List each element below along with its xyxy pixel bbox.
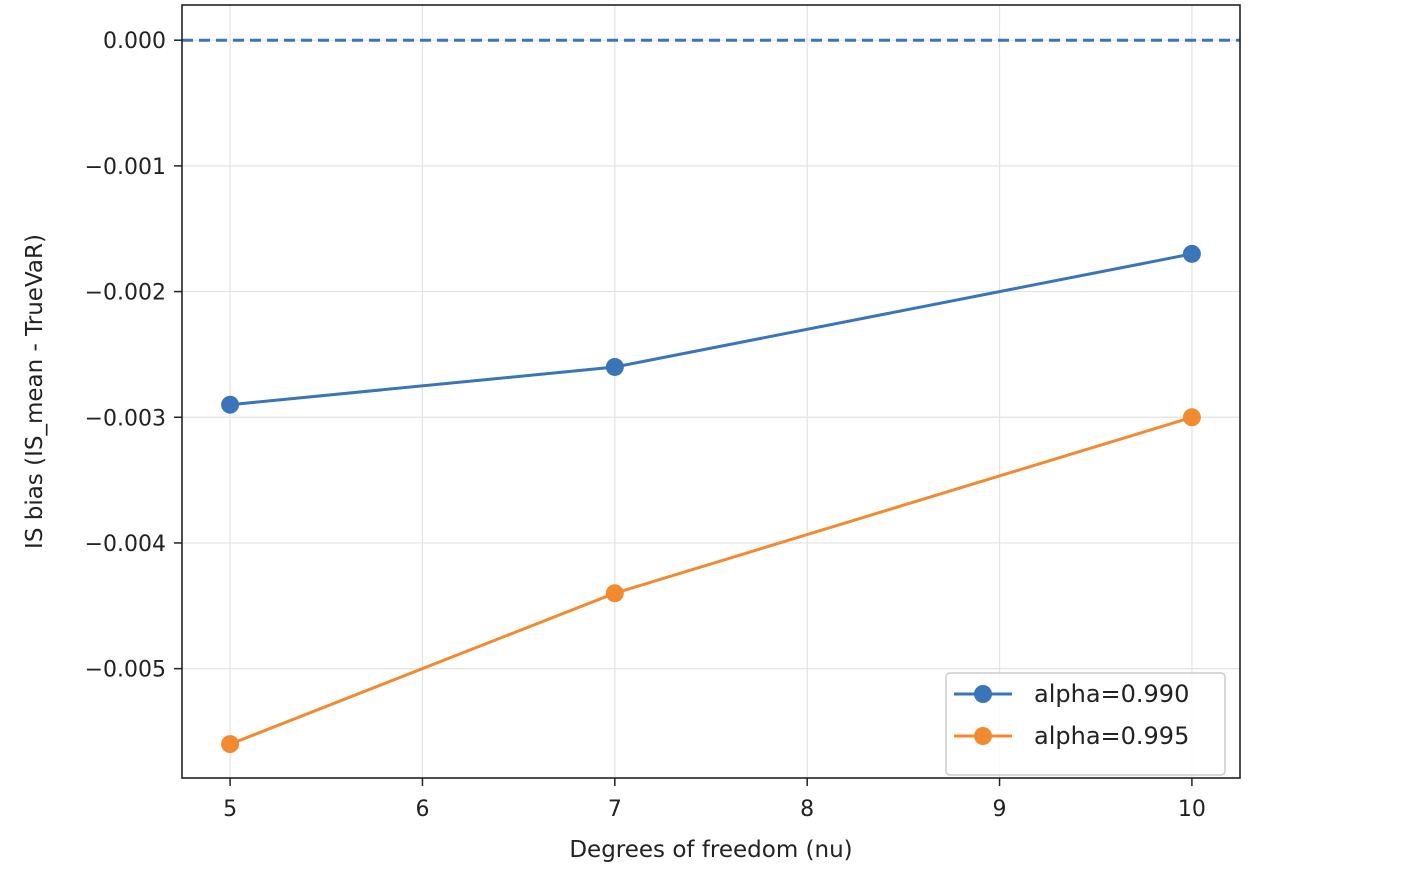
- y-tick-label: 0.000: [103, 29, 166, 54]
- x-tick-label: 9: [993, 797, 1007, 822]
- x-tick-label: 10: [1178, 797, 1206, 822]
- legend-label: alpha=0.990: [1034, 680, 1189, 708]
- y-tick-label: −0.001: [85, 155, 166, 180]
- y-tick-label: −0.003: [85, 406, 166, 431]
- series-2-point: [221, 735, 240, 754]
- x-tick-label: 8: [800, 797, 814, 822]
- y-axis-label: IS bias (IS_mean - TrueVaR): [22, 234, 48, 549]
- series-2-point: [1182, 408, 1201, 427]
- legend-label: alpha=0.995: [1034, 722, 1189, 750]
- series-1-point: [221, 395, 240, 414]
- series-1-point: [605, 357, 624, 376]
- legend: alpha=0.990 alpha=0.995: [945, 672, 1226, 776]
- x-tick-label: 7: [608, 797, 622, 822]
- y-axis-ticks: 0.000 −0.001 −0.002 −0.003 −0.004 −0.005: [85, 29, 182, 683]
- y-tick-label: −0.005: [85, 658, 166, 683]
- series-group: [221, 244, 1201, 754]
- x-axis-label: Degrees of freedom (nu): [569, 837, 852, 863]
- series-line-1: [229, 252, 1193, 407]
- x-tick-label: 6: [415, 797, 429, 822]
- plot-area-frame: [181, 4, 1241, 779]
- y-tick-label: −0.002: [85, 281, 166, 306]
- x-tick-label: 5: [223, 797, 237, 822]
- legend-swatch-marker: [974, 727, 992, 745]
- x-axis-ticks: 5 6 7 8 9 10: [223, 778, 1206, 822]
- legend-box: [945, 672, 1226, 776]
- y-tick-label: −0.004: [85, 532, 166, 557]
- series-2-point: [605, 584, 624, 603]
- legend-swatch-marker: [974, 685, 992, 703]
- series-1-point: [1182, 244, 1201, 263]
- grid: [182, 5, 1240, 778]
